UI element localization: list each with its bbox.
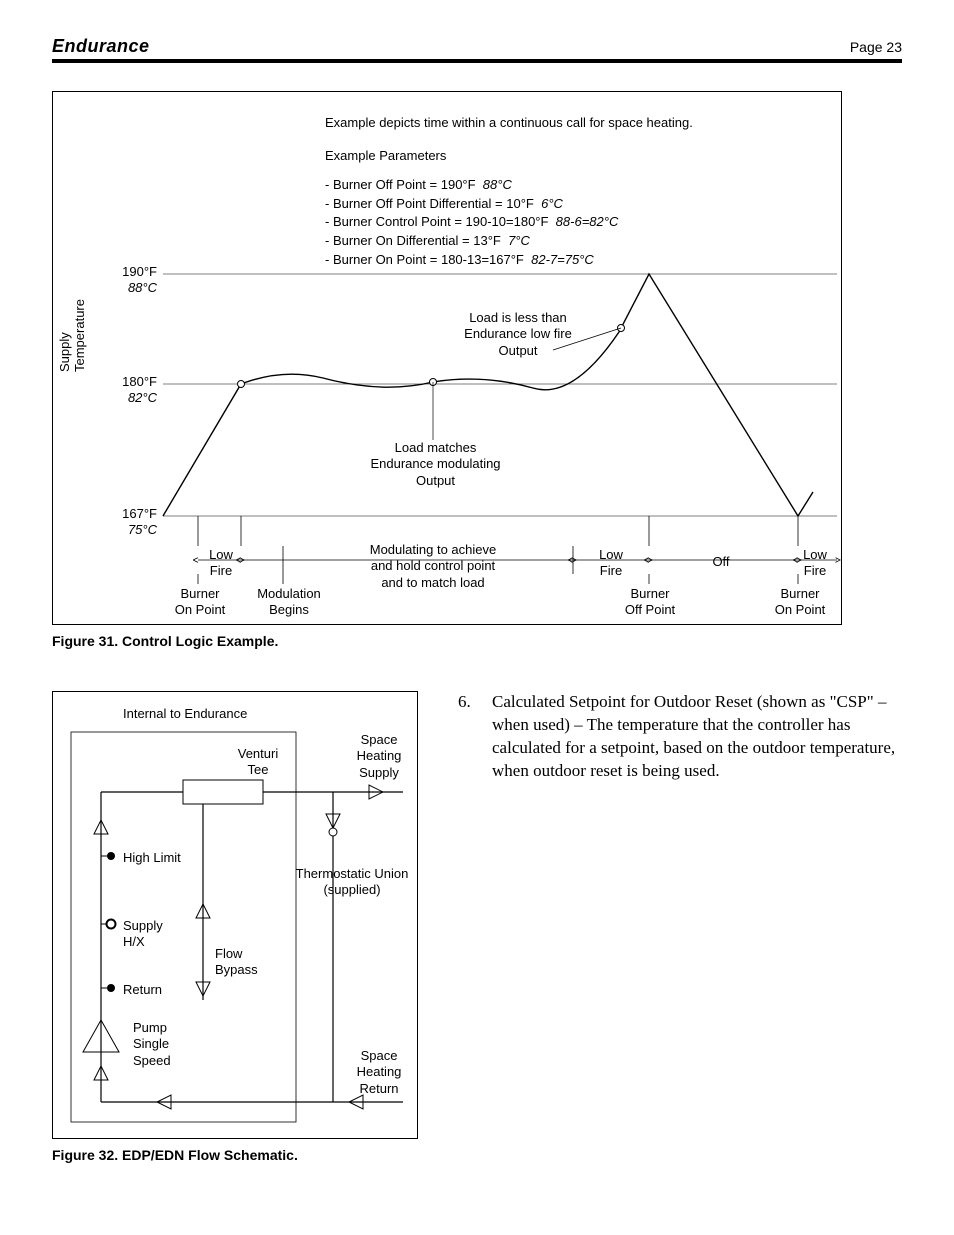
anno-line: Modulating to achieve [353,542,513,558]
anno-modulating: Modulating to achieve and hold control p… [353,542,513,591]
anno-line: On Point [165,602,235,618]
page-header: Endurance Page 23 [52,36,902,63]
anno-line: Burner [765,586,835,602]
figure-32-caption: Figure 32. EDP/EDN Flow Schematic. [52,1147,418,1163]
figure-32-row: Internal to Endurance Venturi Tee Space … [52,691,902,1163]
anno-burner-on-2: Burner On Point [765,586,835,619]
anno-low-fire-2: Low Fire [591,547,631,580]
label-supply-hx: Supply H/X [123,918,163,951]
anno-line: Low [795,547,835,563]
label-line: Space [349,1048,409,1064]
label-line: Flow [215,946,258,962]
anno-line: Load matches [353,440,518,456]
label-line: Space [349,732,409,748]
label-line: Heating [349,748,409,764]
anno-line: Modulation [249,586,329,602]
figure-32-col: Internal to Endurance Venturi Tee Space … [52,691,418,1163]
anno-line: and to match load [353,575,513,591]
anno-burner-on-1: Burner On Point [165,586,235,619]
list-number: 6. [458,691,474,783]
label-line: Venturi [228,746,288,762]
label-line: H/X [123,934,163,950]
anno-line: Load is less than [443,310,593,326]
anno-line: Fire [591,563,631,579]
anno-load-match: Load matches Endurance modulating Output [353,440,518,489]
label-return: Return [123,982,162,998]
anno-line: Low [591,547,631,563]
anno-line: Off Point [615,602,685,618]
label-line: Bypass [215,962,258,978]
label-line: (supplied) [289,882,415,898]
anno-line: Burner [165,586,235,602]
anno-line: Fire [201,563,241,579]
label-line: Tee [228,762,288,778]
figure-32-box: Internal to Endurance Venturi Tee Space … [52,691,418,1139]
list-body: Calculated Setpoint for Outdoor Reset (s… [492,691,902,783]
anno-off: Off [701,554,741,570]
label-line: Supply [123,918,163,934]
label-line: Return [349,1081,409,1097]
anno-burner-off: Burner Off Point [615,586,685,619]
anno-low-fire-3: Low Fire [795,547,835,580]
label-sh-supply: Space Heating Supply [349,732,409,781]
figure-31-caption: Figure 31. Control Logic Example. [52,633,902,649]
label-line: Pump [133,1020,171,1036]
anno-line: Fire [795,563,835,579]
label-high-limit: High Limit [123,850,181,866]
body-text-column: 6. Calculated Setpoint for Outdoor Reset… [458,691,902,783]
anno-line: Endurance modulating [353,456,518,472]
figure-31-box: Example depicts time within a continuous… [52,91,842,625]
anno-line: Burner [615,586,685,602]
label-line: Thermostatic Union [289,866,415,882]
label-thermo: Thermostatic Union (supplied) [289,866,415,899]
anno-line: Begins [249,602,329,618]
label-venturi: Venturi Tee [228,746,288,779]
page-number: Page 23 [850,39,902,55]
anno-line: and hold control point [353,558,513,574]
anno-line: Output [353,473,518,489]
label-pump: Pump Single Speed [133,1020,171,1069]
product-title: Endurance [52,36,150,57]
anno-load-less: Load is less than Endurance low fire Out… [443,310,593,359]
label-sh-return: Space Heating Return [349,1048,409,1097]
anno-line: On Point [765,602,835,618]
label-flow-bypass: Flow Bypass [215,946,258,979]
anno-line: Output [443,343,593,359]
label-line: Supply [349,765,409,781]
anno-mod-begins: Modulation Begins [249,586,329,619]
label-line: Single [133,1036,171,1052]
anno-low-fire-1: Low Fire [201,547,241,580]
label-line: Speed [133,1053,171,1069]
label-internal: Internal to Endurance [123,706,247,722]
anno-line: Endurance low fire [443,326,593,342]
label-line: Heating [349,1064,409,1080]
anno-line: Low [201,547,241,563]
list-item-6: 6. Calculated Setpoint for Outdoor Reset… [458,691,902,783]
